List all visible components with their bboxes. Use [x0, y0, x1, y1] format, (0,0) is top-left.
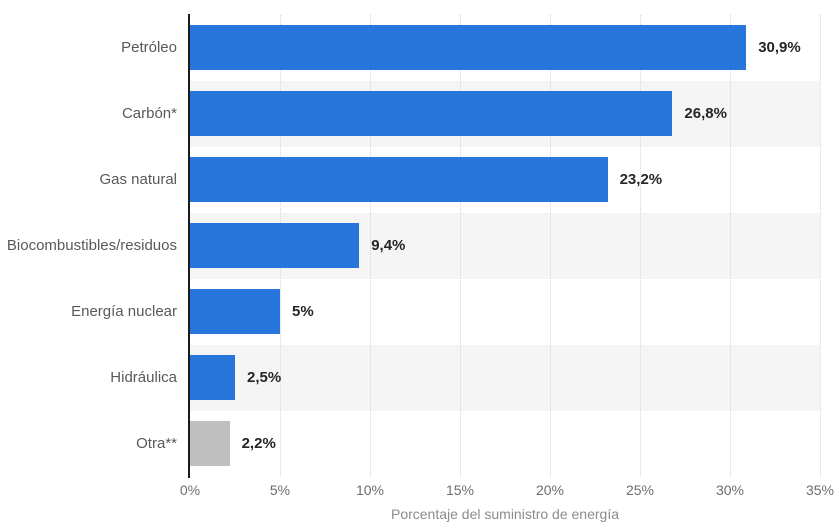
gridline	[460, 15, 461, 477]
x-tick-label: 5%	[269, 482, 291, 498]
value-label-gas-natural: 23,2%	[619, 171, 663, 188]
value-label-biocombustibles-residuos: 9,4%	[371, 237, 406, 254]
category-label-hidraulica: Hidráulica	[110, 369, 177, 386]
gridline	[550, 15, 551, 477]
x-tick-label: 15%	[445, 482, 475, 498]
plot-area: 30,9% 26,8% 23,2% 9,4% 5% 2,5% 2,2%	[188, 14, 821, 478]
value-label-petroleo: 30,9%	[758, 39, 801, 56]
x-tick-label: 20%	[535, 482, 565, 498]
bar-petroleo[interactable]	[190, 25, 747, 70]
value-label-energia-nuclear: 5%	[292, 303, 314, 320]
x-tick-label: 25%	[625, 482, 655, 498]
category-label-biocombustibles-residuos: Biocombustibles/residuos	[6, 237, 177, 254]
category-label-energia-nuclear: Energía nuclear	[71, 303, 177, 320]
bar-gas-natural[interactable]	[190, 157, 608, 202]
gridline	[820, 15, 821, 477]
category-label-petroleo: Petróleo	[121, 39, 177, 56]
x-tick-label: 30%	[715, 482, 745, 498]
row-stripe	[190, 345, 820, 411]
x-tick-label: 10%	[355, 482, 385, 498]
gridline	[730, 15, 731, 477]
x-tick-label: 0%	[179, 482, 201, 498]
gridline	[640, 15, 641, 477]
category-label-carbon: Carbón*	[121, 105, 177, 122]
x-axis-title: Porcentaje del suministro de energía	[390, 506, 620, 522]
value-label-carbon: 26,8%	[684, 105, 727, 122]
category-label-otra: Otra**	[136, 435, 177, 452]
x-tick-label: 35%	[805, 482, 835, 498]
bar-carbon[interactable]	[190, 91, 673, 136]
category-label-gas-natural: Gas natural	[99, 171, 177, 188]
value-label-hidraulica: 2,5%	[247, 369, 282, 386]
bar-hidraulica[interactable]	[190, 355, 235, 400]
bar-otra[interactable]	[190, 421, 230, 466]
value-label-otra: 2,2%	[241, 435, 276, 452]
bar-energia-nuclear[interactable]	[190, 289, 280, 334]
bar-biocombustibles-residuos[interactable]	[190, 223, 360, 268]
gridline	[370, 15, 371, 477]
y-axis-line	[188, 14, 190, 478]
